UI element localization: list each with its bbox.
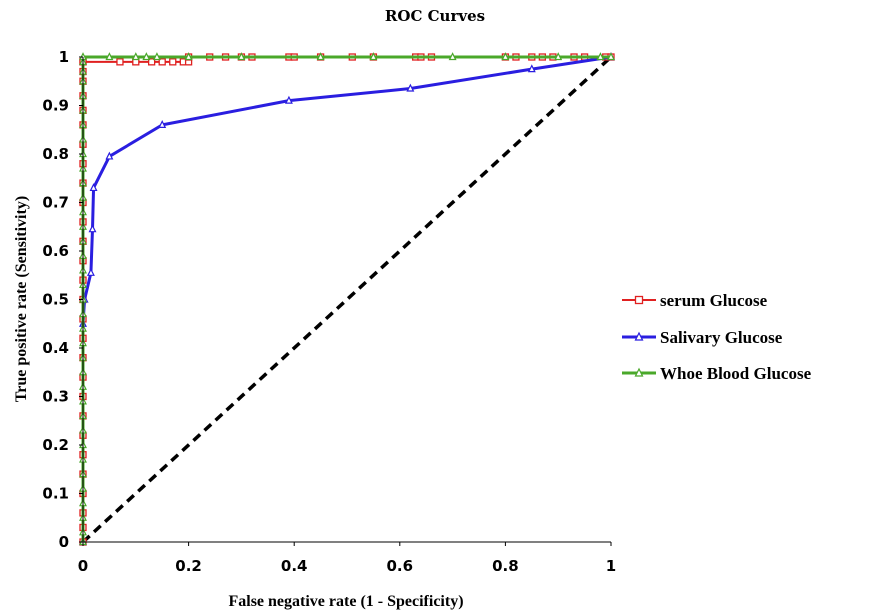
legend-item: Whoe Blood Glucose: [622, 364, 812, 383]
data-point: [554, 52, 563, 61]
data-point: [184, 52, 193, 61]
data-point: [116, 58, 124, 66]
y-tick-label: 1: [59, 48, 69, 66]
data-point: [142, 52, 151, 61]
data-point: [596, 52, 605, 61]
data-point: [105, 151, 114, 160]
x-tick-label: 0: [78, 557, 88, 575]
y-tick-label: 0.8: [42, 145, 69, 163]
data-point: [86, 267, 95, 276]
legend-label: Whoe Blood Glucose: [660, 364, 812, 383]
data-point: [89, 183, 98, 192]
y-tick-label: 0.6: [42, 242, 69, 260]
y-tick-label: 0.4: [42, 339, 69, 357]
data-point: [369, 52, 378, 61]
data-point: [147, 58, 156, 66]
data-point: [284, 95, 293, 104]
data-point: [527, 64, 536, 73]
data-point: [607, 52, 615, 61]
legend-item: Salivary Glucose: [622, 328, 783, 347]
data-point: [158, 120, 167, 129]
x-tick-label: 1: [606, 557, 616, 575]
data-point: [158, 58, 166, 66]
data-point: [406, 83, 415, 92]
data-point: [131, 52, 140, 61]
data-point: [634, 367, 644, 377]
legend-label: serum Glucose: [660, 291, 768, 310]
y-tick-label: 0.5: [42, 291, 69, 309]
y-tick-label: 0.2: [42, 436, 69, 454]
legend-label: Salivary Glucose: [660, 328, 783, 347]
y-tick-label: 0.7: [42, 194, 69, 212]
axes: 0 0.1 0.2 0.3 0.4 0.5 0.6 0.7 0.8 0.9 1 0 0.2 0.4 0.6 0…: [42, 48, 616, 575]
data-point: [634, 295, 644, 305]
series-salivary-glucose: [79, 52, 615, 546]
data-point: [237, 52, 246, 61]
data-point: [105, 52, 114, 61]
legend: serum Glucose Salivary Glucose Whoe Blood …: [622, 291, 812, 383]
x-tick-label: 0.8: [492, 557, 519, 575]
legend-item: serum Glucose: [622, 291, 768, 310]
y-tick-label: 0.9: [42, 97, 69, 115]
y-tick-label: 0: [59, 533, 69, 551]
x-tick-label: 0.4: [281, 557, 308, 575]
y-tick-label: 0.1: [42, 485, 69, 503]
data-point: [634, 331, 644, 341]
reference-diagonal-line: [81, 55, 613, 544]
data-point: [501, 52, 510, 61]
data-point: [316, 52, 325, 61]
x-tick-label: 0.6: [387, 557, 414, 575]
x-tick-label: 0.2: [175, 557, 202, 575]
y-axis-label: True positive rate (Sensitivity): [13, 196, 30, 402]
data-point: [448, 52, 457, 61]
data-point: [88, 224, 97, 233]
y-tick-label: 0.3: [42, 388, 69, 406]
plot-area: [79, 52, 615, 546]
data-point: [152, 52, 161, 61]
x-axis-label: False negative rate (1 - Specificity): [228, 593, 463, 610]
data-point: [169, 58, 177, 66]
chart-title: ROC Curves: [385, 7, 485, 25]
